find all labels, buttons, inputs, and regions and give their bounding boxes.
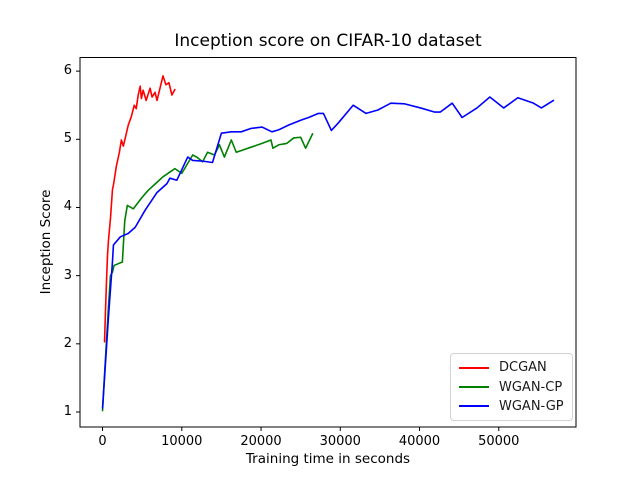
y-tick-label: 2: [63, 335, 72, 351]
chart-title: Inception score on CIFAR-10 dataset: [174, 31, 482, 51]
x-tick-label: 40000: [398, 434, 441, 449]
series-line-wgan-cp: [101, 133, 314, 412]
y-tick-label: 1: [63, 404, 72, 419]
y-tick-label: 6: [63, 63, 72, 79]
axes-frame: [79, 57, 577, 428]
x-tick-label: 50000: [478, 434, 520, 449]
legend: DCGAN WGAN-CP WGAN-GP: [450, 353, 573, 421]
dcgan-line-swatch: [459, 366, 489, 369]
wgan-gp-line-swatch: [459, 405, 489, 408]
series-line-wgan-gp: [101, 96, 555, 409]
legend-label-dcgan: DCGAN: [499, 360, 547, 376]
series-line-dcgan: [103, 75, 176, 343]
legend-label-wgan-cp: WGAN-CP: [499, 379, 563, 395]
x-axis-label: Training time in seconds: [245, 451, 411, 467]
wgan-cp-line-swatch: [459, 386, 489, 388]
legend-item-dcgan: DCGAN: [451, 360, 572, 375]
y-tick-label: 4: [63, 199, 72, 215]
legend-item-wgan-gp: WGAN-GP: [451, 399, 572, 414]
legend-item-wgan-cp: WGAN-CP: [451, 380, 572, 395]
x-tick-label: 30000: [319, 434, 361, 449]
x-tick-label: 10000: [161, 434, 203, 449]
legend-label-wgan-gp: WGAN-GP: [499, 398, 564, 414]
x-tick-label: 0: [98, 434, 107, 449]
x-tick-label: 20000: [240, 434, 282, 449]
y-tick-label: 5: [63, 131, 72, 147]
y-tick-label: 3: [63, 267, 72, 283]
